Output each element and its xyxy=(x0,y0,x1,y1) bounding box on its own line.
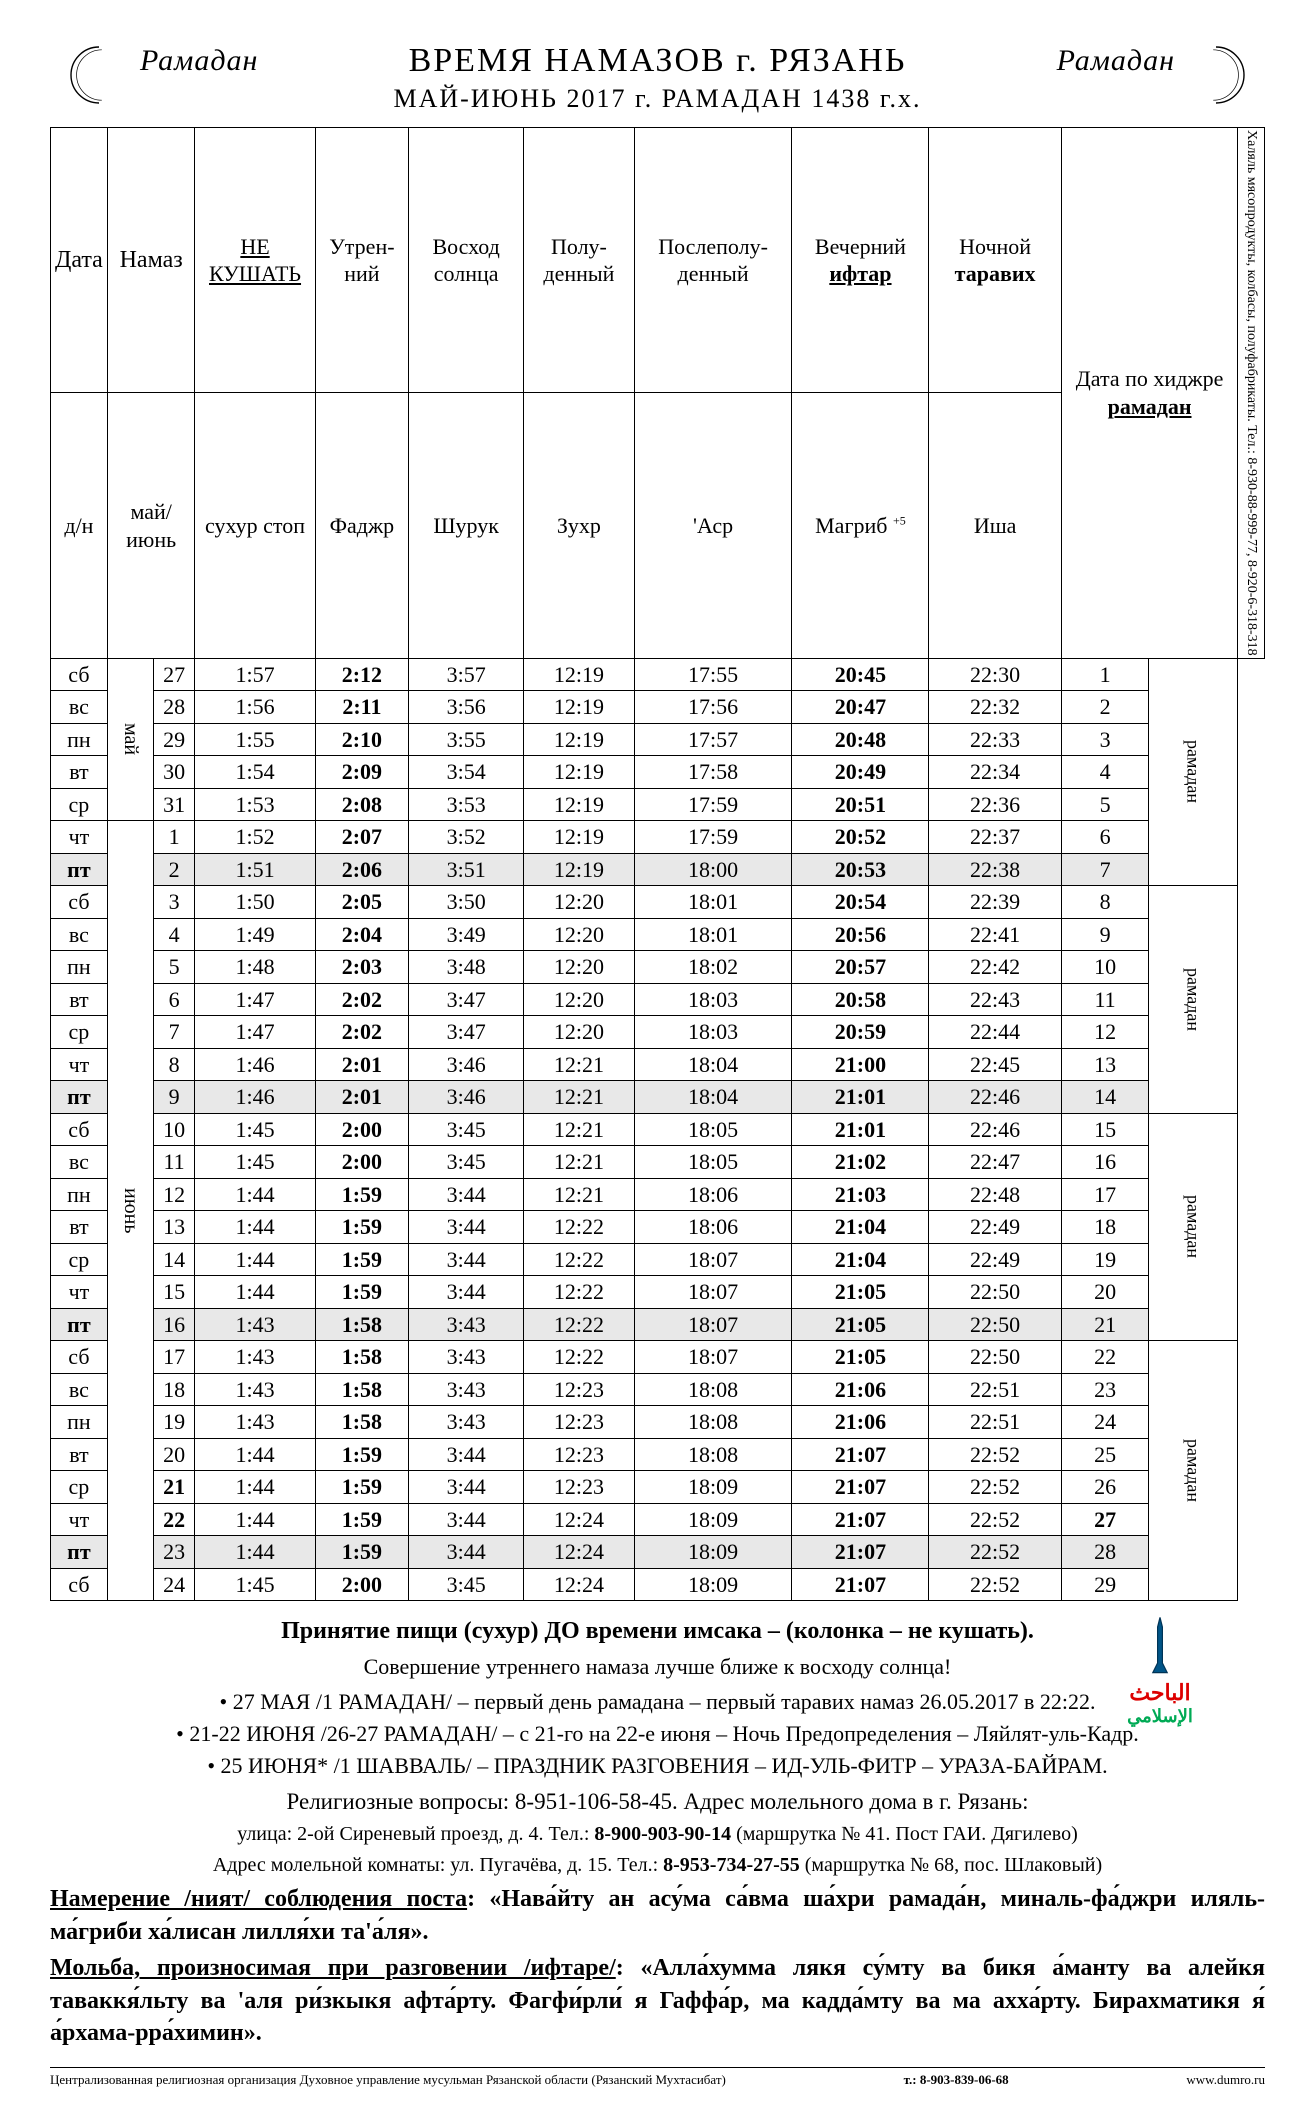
table-row: вт301:542:093:5412:1917:5820:4922:344 xyxy=(51,756,1265,789)
table-row: вс181:431:583:4312:2318:0821:0622:5123 xyxy=(51,1373,1265,1406)
bullet-item: 25 ИЮНЯ* /1 ШАВВАЛЬ/ – ПРАЗДНИК РАЗГОВЕН… xyxy=(50,1751,1265,1781)
th-fajr: Фаджр xyxy=(315,393,409,658)
footer-right: www.dumro.ru xyxy=(1186,2072,1265,2088)
table-row: сб31:502:053:5012:2018:0120:5422:398рама… xyxy=(51,886,1265,919)
table-row: чт221:441:593:4412:2418:0921:0722:5227 xyxy=(51,1503,1265,1536)
table-header: Дата Намаз НЕ КУШАТЬ Утрен-ний Восход со… xyxy=(51,128,1265,659)
side-advert: Халяль мясопродукты, колбасы, полуфабрик… xyxy=(1238,128,1265,659)
th-suhur: сухур стоп xyxy=(195,393,315,658)
th-zuhr: Зухр xyxy=(524,393,635,658)
th-hijri: Дата по хиджре рамадан xyxy=(1061,128,1238,659)
footer-left: Централизованная религиозная организация… xyxy=(50,2072,726,2088)
table-row: вс111:452:003:4512:2118:0521:0222:4716 xyxy=(51,1146,1265,1179)
th-dn: д/н xyxy=(51,393,108,658)
religious-questions: Религиозные вопросы: 8-951-106-58-45. Ад… xyxy=(50,1786,1265,1817)
table-row: пт91:462:013:4612:2118:0421:0122:4614 xyxy=(51,1081,1265,1114)
bullet-item: 27 МАЯ /1 РАМАДАН/ – первый день рамадан… xyxy=(50,1687,1265,1717)
table-row: чт81:462:013:4612:2118:0421:0022:4513 xyxy=(51,1048,1265,1081)
table-row: сб241:452:003:4512:2418:0921:0722:5229 xyxy=(51,1568,1265,1601)
table-body: сбмай271:572:123:5712:1917:5520:4522:301… xyxy=(51,658,1265,1601)
moon-icon-left xyxy=(50,40,120,115)
table-row: пн51:482:033:4812:2018:0220:5722:4210 xyxy=(51,951,1265,984)
table-row: вт131:441:593:4412:2218:0621:0422:4918 xyxy=(51,1211,1265,1244)
logo-arabic-2: الإسلامي xyxy=(1127,1706,1193,1726)
th-utr: Утрен-ний xyxy=(315,128,409,393)
table-row: ср71:472:023:4712:2018:0320:5922:4412 xyxy=(51,1016,1265,1049)
table-row: пт21:512:063:5112:1918:0020:5322:387 xyxy=(51,853,1265,886)
table-row: пн191:431:583:4312:2318:0821:0622:5124 xyxy=(51,1406,1265,1439)
table-row: сб101:452:003:4512:2118:0521:0122:4615ра… xyxy=(51,1113,1265,1146)
th-date: Дата xyxy=(51,128,108,393)
note-line1: Принятие пищи (сухур) ДО времени имсака … xyxy=(50,1615,1265,1647)
th-asr: 'Аср xyxy=(634,393,792,658)
schedule-table: Дата Намаз НЕ КУШАТЬ Утрен-ний Восход со… xyxy=(50,127,1265,1601)
address-2: Адрес молельной комнаты: ул. Пугачёва, д… xyxy=(50,1852,1265,1879)
th-namaz: Намаз xyxy=(107,128,195,393)
table-row: чт151:441:593:4412:2218:0721:0522:5020 xyxy=(51,1276,1265,1309)
dua-text: Мольба, произносимая при разговении /ифт… xyxy=(50,1952,1265,2049)
th-magrib: Магриб +5 xyxy=(792,393,929,658)
footer-mid: т.: 8-903-839-06-68 xyxy=(904,2072,1009,2088)
th-isha: Иша xyxy=(929,393,1061,658)
table-row: сбмай271:572:123:5712:1917:5520:4522:301… xyxy=(51,658,1265,691)
table-row: вс281:562:113:5612:1917:5620:4722:322 xyxy=(51,691,1265,724)
ramadan-left-label: Рамадан xyxy=(140,44,258,78)
th-vech: Вечерний ифтар xyxy=(792,128,929,393)
th-shuruk: Шурук xyxy=(409,393,524,658)
table-row: пн121:441:593:4412:2118:0621:0322:4817 xyxy=(51,1178,1265,1211)
th-month: май/июнь xyxy=(107,393,195,658)
table-row: сб171:431:583:4312:2218:0721:0522:5022ра… xyxy=(51,1341,1265,1374)
table-row: пт161:431:583:4312:2218:0721:0522:5021 xyxy=(51,1308,1265,1341)
bullet-item: 21-22 ИЮНЯ /26-27 РАМАДАН/ – с 21-го на … xyxy=(50,1719,1265,1749)
page-title: ВРЕМЯ НАМАЗОВ г. РЯЗАНЬ xyxy=(409,42,907,80)
footer: Централизованная религиозная организация… xyxy=(50,2067,1265,2088)
th-noch: Ночной таравих xyxy=(929,128,1061,393)
niyat-text: Намерение /ният/ соблюдения поста: «Нава… xyxy=(50,1883,1265,1948)
logo-arabic-1: الباحث xyxy=(1129,1680,1190,1705)
th-poslepolu: Послеполу-денный xyxy=(634,128,792,393)
ramadan-right-label: Рамадан xyxy=(1057,44,1175,78)
minaret-icon xyxy=(1148,1662,1172,1679)
th-voskhod: Восход солнца xyxy=(409,128,524,393)
th-polu: Полу-денный xyxy=(524,128,635,393)
note-line2: Совершение утреннего намаза лучше ближе … xyxy=(50,1652,1265,1682)
table-row: ср211:441:593:4412:2318:0921:0722:5226 xyxy=(51,1471,1265,1504)
table-row: чтиюнь11:522:073:5212:1917:5920:5222:376 xyxy=(51,821,1265,854)
th-nokushat: НЕ КУШАТЬ xyxy=(195,128,315,393)
logo-box: الباحث الإسلامي xyxy=(1115,1615,1205,1727)
bullet-list: 27 МАЯ /1 РАМАДАН/ – первый день рамадан… xyxy=(50,1687,1265,1780)
page-subtitle: МАЙ-ИЮНЬ 2017 г. РАМАДАН 1438 г.х. xyxy=(140,84,1175,114)
table-row: ср311:532:083:5312:1917:5920:5122:365 xyxy=(51,788,1265,821)
header: Рамадан ВРЕМЯ НАМАЗОВ г. РЯЗАНЬ Рамадан … xyxy=(50,40,1265,115)
table-row: пт231:441:593:4412:2418:0921:0722:5228 xyxy=(51,1536,1265,1569)
moon-icon-right xyxy=(1195,40,1265,115)
table-row: пн291:552:103:5512:1917:5720:4822:333 xyxy=(51,723,1265,756)
table-row: вс41:492:043:4912:2018:0120:5622:419 xyxy=(51,918,1265,951)
table-row: вт201:441:593:4412:2318:0821:0722:5225 xyxy=(51,1438,1265,1471)
notes-section: Принятие пищи (сухур) ДО времени имсака … xyxy=(50,1615,1265,2049)
table-row: ср141:441:593:4412:2218:0721:0422:4919 xyxy=(51,1243,1265,1276)
table-row: вт61:472:023:4712:2018:0320:5822:4311 xyxy=(51,983,1265,1016)
